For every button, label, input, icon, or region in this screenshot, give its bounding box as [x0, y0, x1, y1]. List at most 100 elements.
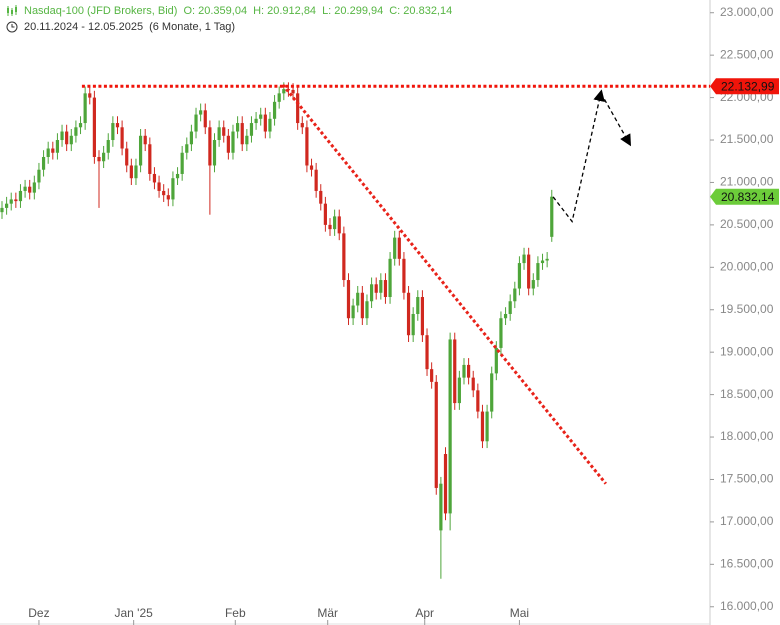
candle-body [166, 195, 170, 200]
candle-body [379, 280, 383, 293]
candle-body [494, 347, 498, 374]
x-tick-label: Jan '25 [114, 606, 153, 620]
date-range: 20.11.2024 - 12.05.2025 [24, 21, 144, 33]
candle-body [323, 203, 327, 225]
candle-body [490, 373, 494, 412]
y-tick-label: 17.000,00 [720, 514, 774, 528]
candle-body [277, 93, 281, 102]
candle-body [60, 131, 64, 141]
candle-body [125, 148, 129, 166]
candle-body [83, 93, 87, 124]
annotation-line [281, 83, 607, 485]
y-tick-label: 20.500,00 [720, 217, 774, 231]
candle-body [148, 144, 152, 174]
candle-body [531, 280, 535, 289]
candle-body [231, 131, 235, 153]
candle-body [88, 93, 92, 98]
candle-body [0, 207, 4, 213]
candle-body [69, 135, 73, 145]
candle-body [462, 364, 466, 378]
x-tick-label: Feb [225, 606, 246, 620]
y-tick-label: 19.000,00 [720, 344, 774, 358]
x-tick-label: Mär [317, 606, 338, 620]
candle-body [328, 224, 332, 230]
candle-body [180, 152, 184, 174]
candle-body [443, 454, 448, 514]
candle-body [240, 123, 244, 145]
candle-body [236, 123, 240, 132]
y-tick-label: 19.500,00 [720, 302, 774, 316]
candle-body [508, 301, 512, 314]
candle-body [111, 123, 115, 141]
candle-body [28, 186, 32, 193]
candle-body [346, 280, 351, 319]
candle-body [411, 313, 415, 336]
clock-icon [6, 21, 18, 33]
annotation-line [552, 89, 605, 223]
price-badge [710, 188, 779, 205]
candle-body [356, 292, 360, 306]
candle-body [120, 127, 124, 149]
candle-body [249, 123, 254, 136]
candle-body [9, 199, 13, 204]
candle-body [296, 93, 300, 124]
candle-body [272, 101, 277, 119]
x-tick-label: Mai [510, 606, 529, 620]
candle-body [41, 156, 46, 170]
y-tick-label: 21.500,00 [720, 132, 774, 146]
y-tick-label: 22.500,00 [720, 47, 774, 61]
candle-body [517, 263, 522, 289]
y-tick-label: 18.000,00 [720, 429, 774, 443]
candle-body [291, 89, 295, 94]
candle-body [337, 216, 341, 234]
candle-body [129, 165, 133, 179]
candle-body [5, 203, 9, 208]
candle-body [199, 110, 203, 115]
candle-body [319, 190, 323, 204]
candle-body [208, 127, 212, 166]
candle-body [74, 127, 78, 136]
candle-body [527, 254, 531, 289]
y-tick-label: 23.000,00 [720, 5, 774, 19]
candle-body [134, 165, 138, 179]
candle-body [217, 127, 221, 141]
candle-body [467, 364, 471, 378]
candle-body [309, 165, 314, 170]
price-badge-label: 22.132,99 [721, 79, 775, 93]
price-badge-label: 20.832,14 [721, 190, 775, 204]
candle-body [402, 258, 406, 293]
candle-body [14, 199, 18, 202]
candle-body [453, 339, 457, 404]
ohlc-low: L: 20.299,94 [322, 5, 384, 17]
candle-body [65, 131, 69, 145]
y-tick-label: 16.500,00 [720, 556, 774, 570]
candle-body [383, 280, 388, 298]
candle-body [51, 148, 55, 153]
candle-body [550, 196, 554, 237]
candle-body [471, 377, 475, 391]
candle-body [374, 284, 378, 293]
candle-body [152, 173, 157, 183]
candle-body [268, 118, 272, 132]
annotation-line [603, 98, 631, 147]
candle-body [333, 216, 337, 230]
candle-body [185, 144, 189, 153]
y-tick-label: 17.500,00 [720, 472, 774, 486]
candle-body [300, 123, 304, 128]
candle-body [115, 123, 120, 128]
x-tick-label: Dez [28, 606, 49, 620]
y-tick-label: 18.500,00 [720, 387, 774, 401]
y-tick-label: 16.000,00 [720, 599, 774, 613]
ohlc-high: H: 20.912,84 [253, 5, 317, 17]
candle-body [430, 369, 434, 382]
candle-body [416, 297, 420, 314]
candle-body [194, 114, 198, 132]
candle-body [203, 110, 207, 128]
candle-body [522, 254, 526, 264]
ohlc-open: O: 20.359,04 [183, 5, 248, 17]
candle-icon [7, 5, 17, 16]
period: (6 Monate, 1 Tag) [149, 21, 236, 33]
candle-body [457, 377, 461, 404]
